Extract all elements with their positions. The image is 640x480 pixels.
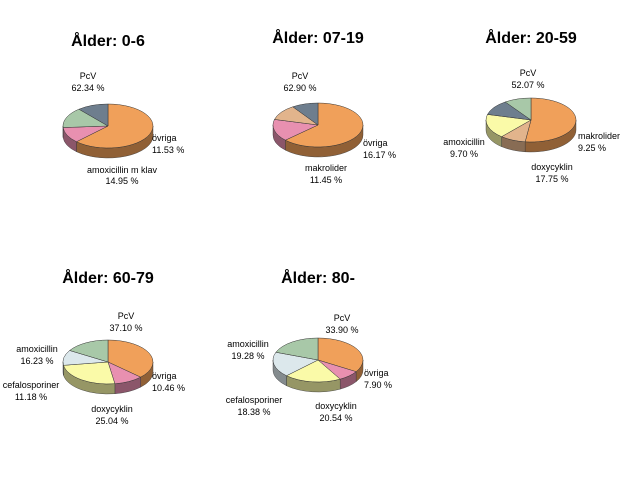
- slice-value-cefalosporiner: 18.38 %: [237, 407, 270, 417]
- slice-label-pcv: PcV: [334, 313, 351, 323]
- slice-value-ovriga: 7.90 %: [364, 380, 392, 390]
- slice-label-amoxicillin: amoxicillin: [443, 137, 485, 147]
- slice-label-doxycyklin: doxycyklin: [91, 404, 133, 414]
- slice-other: [78, 103, 109, 127]
- slice-label-ovriga: övriga: [364, 368, 389, 378]
- slice-value-pcv: 52.07 %: [511, 80, 544, 90]
- slice-value-pcv: 62.34 %: [71, 83, 104, 93]
- chart-title: Ålder: 07-19: [272, 28, 364, 47]
- slice-doxycyklin: [285, 359, 341, 383]
- pie-chart-4: Ålder: 60-79 PcV 37.10 % övriga 10.46 % doxyc…: [3, 268, 185, 426]
- slice-label-amoxicillin: amoxicillin: [16, 344, 58, 354]
- slice-value-doxycyklin: 20.54 %: [319, 413, 352, 423]
- slice-value-amoxicillin-m-klav: 14.95 %: [105, 176, 138, 186]
- slice-label-doxycyklin: doxycyklin: [531, 162, 573, 172]
- slice-label-amoxicillin-m-klav: amoxicillin m klav: [87, 165, 158, 175]
- chart-title: Ålder: 0-6: [71, 31, 145, 50]
- pie-chart-2: Ålder: 07-19 PcV 62.90 % övriga 16.17 % makro…: [272, 28, 396, 185]
- chart-title: Ålder: 60-79: [62, 268, 154, 287]
- chart-title: Ålder: 80-: [281, 268, 355, 287]
- slice-value-ovriga: 16.17 %: [363, 150, 396, 160]
- slice-label-makrolider: makrolider: [305, 163, 347, 173]
- slice-label-cefalosporiner: cefalosporiner: [226, 395, 283, 405]
- slice-value-amoxicillin: 16.23 %: [20, 356, 53, 366]
- pie-chart-1: Ålder: 0-6 PcV 62.34 % övriga 11.53 % amoxici…: [62, 31, 184, 186]
- slice-label-doxycyklin: doxycyklin: [315, 401, 357, 411]
- slice-value-amoxicillin: 19.28 %: [231, 351, 264, 361]
- slice-value-makrolider: 11.45 %: [310, 175, 342, 185]
- slice-value-pcv: 33.90 %: [325, 325, 358, 335]
- slice-label-amoxicillin: amoxicillin: [227, 339, 269, 349]
- slice-label-pcv: PcV: [292, 71, 309, 81]
- slice-value-amoxicillin: 9.70 %: [450, 149, 478, 159]
- slice-doxycyklin: [63, 361, 116, 385]
- slice-value-cefalosporiner: 11.18 %: [15, 392, 47, 402]
- slice-label-ovriga: övriga: [363, 138, 388, 148]
- slice-pcv: [284, 102, 364, 148]
- slice-label-ovriga: övriga: [152, 133, 177, 143]
- slice-value-pcv: 62.90 %: [283, 83, 316, 93]
- slice-pcv: [107, 339, 154, 378]
- slice-label-cefalosporiner: cefalosporiner: [3, 380, 60, 390]
- slice-label-pcv: PcV: [118, 311, 135, 321]
- slice-doxycyklin: [485, 114, 532, 137]
- pie-chart-5: Ålder: 80- PcV 33.90 % övriga 7.90 % doxycykl…: [226, 268, 392, 423]
- slice-pcv: [524, 97, 577, 143]
- slice-amoxicillin: [275, 337, 319, 361]
- pie-chart-3: Ålder: 20-59 PcV 52.07 % makrolider 9.25 % do…: [443, 28, 620, 184]
- slice-value-doxycyklin: 25.04 %: [95, 416, 128, 426]
- slice-value-ovriga: 11.53 %: [152, 145, 184, 155]
- slice-amoxicillin: [69, 339, 109, 363]
- slice-ovriga: [272, 119, 319, 141]
- slice-label-pcv: PcV: [80, 71, 97, 81]
- slice-label-pcv: PcV: [520, 68, 537, 78]
- slice-label-makrolider: makrolider: [578, 131, 620, 141]
- slice-value-pcv: 37.10 %: [109, 323, 142, 333]
- slice-value-ovriga: 10.46 %: [152, 383, 185, 393]
- slice-pcv: [75, 103, 154, 149]
- slice-amoxicillin: [504, 97, 532, 121]
- slice-label-ovriga: övriga: [152, 371, 177, 381]
- slice-value-doxycyklin: 17.75 %: [535, 174, 568, 184]
- slice-other: [292, 102, 319, 126]
- slice-value-makrolider: 9.25 %: [578, 143, 606, 153]
- chart-title: Ålder: 20-59: [485, 28, 577, 47]
